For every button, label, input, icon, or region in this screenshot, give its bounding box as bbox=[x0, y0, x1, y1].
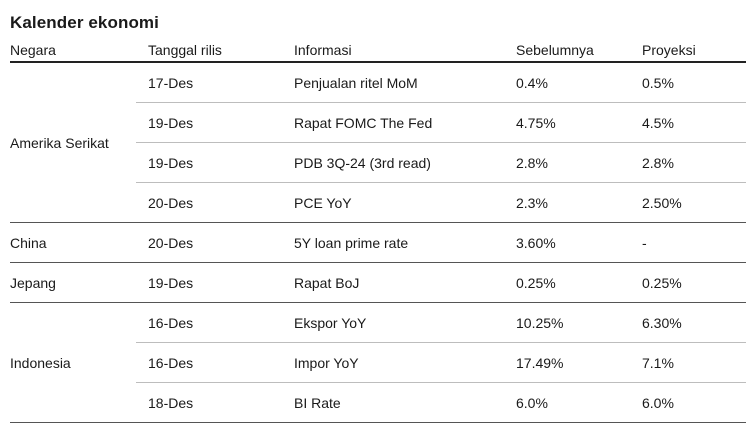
information-cell: Rapat BoJ bbox=[294, 262, 516, 303]
release-date-cell: 16-Des bbox=[136, 302, 294, 343]
header-release-date: Tanggal rilis bbox=[136, 38, 294, 63]
previous-cell: 2.8% bbox=[516, 142, 642, 183]
release-date-cell: 19-Des bbox=[136, 102, 294, 143]
header-information: Informasi bbox=[294, 38, 516, 63]
previous-cell: 6.0% bbox=[516, 382, 642, 423]
projection-cell: 4.5% bbox=[642, 102, 746, 143]
release-date-cell: 20-Des bbox=[136, 182, 294, 223]
table-row: Jepang 19-Des Rapat BoJ 0.25% 0.25% bbox=[10, 262, 746, 303]
country-cell: Amerika Serikat bbox=[10, 62, 136, 223]
projection-cell: 7.1% bbox=[642, 342, 746, 383]
table-row: 19-Des Rapat FOMC The Fed 4.75% 4.5% bbox=[10, 102, 746, 143]
page-title: Kalender ekonomi bbox=[10, 13, 159, 32]
projection-cell: 6.30% bbox=[642, 302, 746, 343]
information-cell: PCE YoY bbox=[294, 182, 516, 223]
header-country: Negara bbox=[10, 38, 136, 63]
projection-cell: 6.0% bbox=[642, 382, 746, 423]
table-row: Indonesia 16-Des Ekspor YoY 10.25% 6.30% bbox=[10, 302, 746, 423]
economic-calendar-table: Negara Tanggal rilis Informasi Sebelumny… bbox=[10, 38, 746, 423]
projection-cell: 0.5% bbox=[642, 62, 746, 103]
projection-cell: 2.8% bbox=[642, 142, 746, 183]
country-cell: Indonesia bbox=[10, 302, 136, 423]
table-row: China 20-Des 5Y loan prime rate 3.60% - bbox=[10, 222, 746, 263]
release-date-cell: 17-Des bbox=[136, 62, 294, 103]
previous-cell: 4.75% bbox=[516, 102, 642, 143]
table-row: 20-Des PCE YoY 2.3% 2.50% bbox=[10, 182, 746, 223]
information-cell: Ekspor YoY bbox=[294, 302, 516, 343]
previous-cell: 0.25% bbox=[516, 262, 642, 303]
release-date-cell: 16-Des bbox=[136, 342, 294, 383]
projection-cell: 0.25% bbox=[642, 262, 746, 303]
release-date-cell: 18-Des bbox=[136, 382, 294, 423]
table-row: 16-Des Impor YoY 17.49% 7.1% bbox=[10, 342, 746, 383]
header-projection: Proyeksi bbox=[642, 38, 746, 63]
previous-cell: 17.49% bbox=[516, 342, 642, 383]
table-row: Amerika Serikat 17-Des Penjualan ritel M… bbox=[10, 62, 746, 223]
information-cell: Penjualan ritel MoM bbox=[294, 62, 516, 103]
projection-cell: 2.50% bbox=[642, 182, 746, 223]
release-date-cell: 20-Des bbox=[136, 222, 294, 263]
previous-cell: 0.4% bbox=[516, 62, 642, 103]
release-date-cell: 19-Des bbox=[136, 262, 294, 303]
previous-cell: 3.60% bbox=[516, 222, 642, 263]
information-cell: 5Y loan prime rate bbox=[294, 222, 516, 263]
header-previous: Sebelumnya bbox=[516, 38, 642, 63]
country-cell: Jepang bbox=[10, 262, 136, 303]
information-cell: BI Rate bbox=[294, 382, 516, 423]
table-row: 18-Des BI Rate 6.0% 6.0% bbox=[10, 382, 746, 423]
table-row: 19-Des PDB 3Q-24 (3rd read) 2.8% 2.8% bbox=[10, 142, 746, 183]
information-cell: Rapat FOMC The Fed bbox=[294, 102, 516, 143]
country-cell: China bbox=[10, 222, 136, 263]
information-cell: Impor YoY bbox=[294, 342, 516, 383]
table-header-row: Negara Tanggal rilis Informasi Sebelumny… bbox=[10, 38, 746, 63]
projection-cell: - bbox=[642, 222, 746, 263]
release-date-cell: 19-Des bbox=[136, 142, 294, 183]
previous-cell: 2.3% bbox=[516, 182, 642, 223]
previous-cell: 10.25% bbox=[516, 302, 642, 343]
information-cell: PDB 3Q-24 (3rd read) bbox=[294, 142, 516, 183]
